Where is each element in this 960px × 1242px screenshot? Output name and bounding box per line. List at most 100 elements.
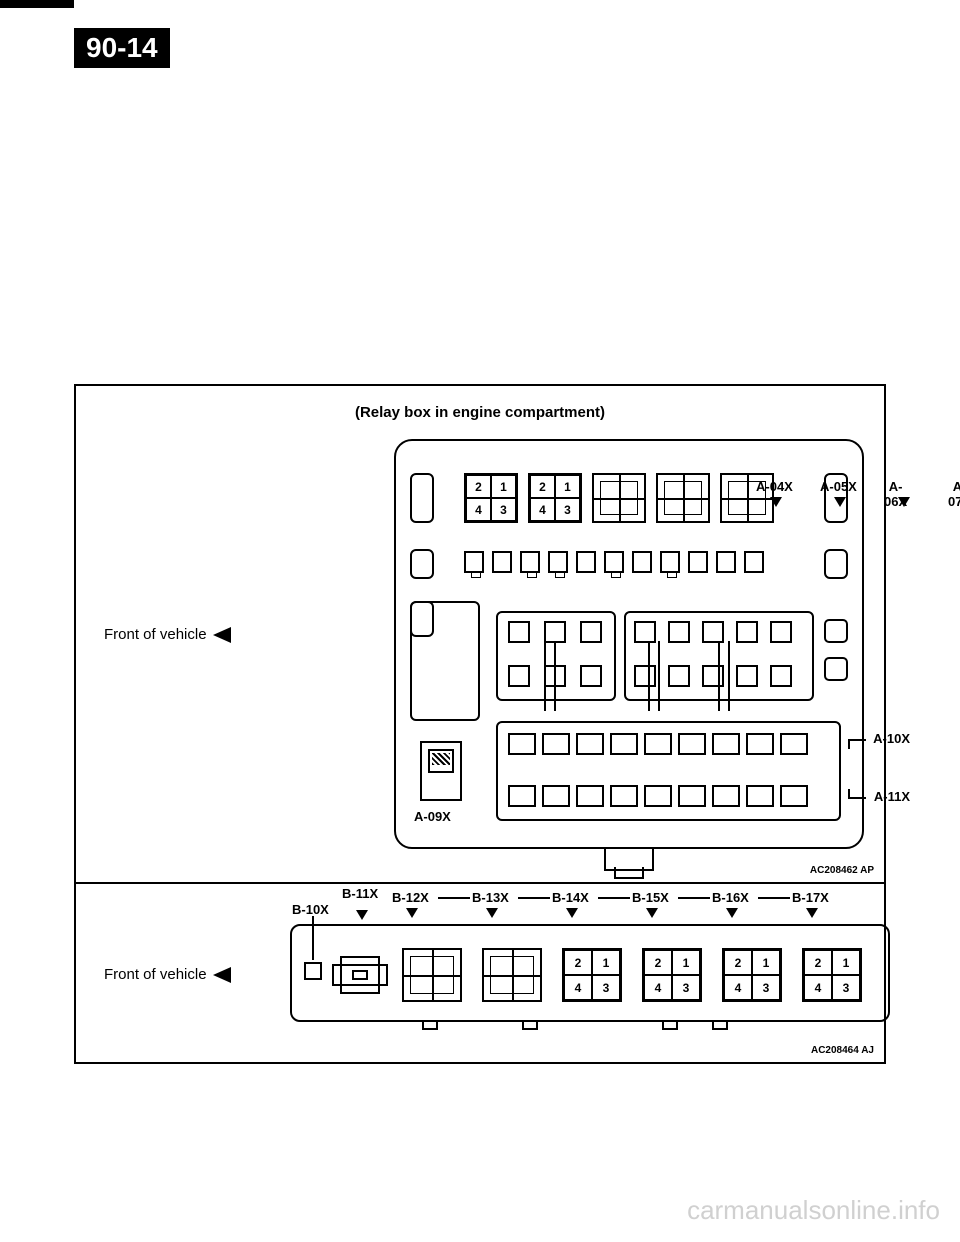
relay-blank xyxy=(656,473,710,523)
fuse xyxy=(520,551,540,573)
relay-pin: 3 xyxy=(555,498,580,521)
relay-numbered: 2143 xyxy=(562,948,622,1002)
left-slot-2 xyxy=(410,549,434,579)
relay-pin: 4 xyxy=(564,975,592,1000)
relay-pin: 4 xyxy=(724,975,752,1000)
slot xyxy=(770,665,792,687)
front-of-vehicle-label: Front of vehicle xyxy=(104,626,231,643)
b11x-connector xyxy=(332,946,388,1004)
a10x-row xyxy=(508,733,808,755)
box-tab xyxy=(422,1022,438,1030)
box-tab xyxy=(712,1022,728,1030)
relay-pin: 4 xyxy=(530,498,555,521)
connector-label: B-17X xyxy=(792,890,829,905)
relay-numbered: 2143 xyxy=(528,473,582,523)
connector-label: B-14X xyxy=(552,890,589,905)
relay-pin: 3 xyxy=(752,975,780,1000)
front-label-text: Front of vehicle xyxy=(104,626,207,643)
relay-pin: 2 xyxy=(530,475,555,498)
label-connector-line xyxy=(438,897,470,899)
triangle-down-icon xyxy=(356,910,368,920)
slot xyxy=(634,665,656,687)
slot xyxy=(634,621,656,643)
slot xyxy=(712,785,740,807)
relay-numbered: 2143 xyxy=(802,948,862,1002)
slot xyxy=(508,665,530,687)
relay-pin: 1 xyxy=(555,475,580,498)
mid-row-2b xyxy=(634,665,792,687)
relay-blank xyxy=(402,948,462,1002)
mid-row-1 xyxy=(508,621,602,643)
a09x-connector xyxy=(420,741,462,801)
relay-numbered: 2143 xyxy=(464,473,518,523)
lower-relay-frame: Front of vehicle B-12XB-13XB-14XB-15XB-1… xyxy=(74,884,886,1064)
fuse xyxy=(660,551,680,573)
slot xyxy=(580,621,602,643)
frame2-relay-row: 2143214321432143 xyxy=(402,948,862,1002)
connector-label: B-12X xyxy=(392,890,429,905)
right-slot-4 xyxy=(824,657,848,681)
triangle-down-icon xyxy=(566,908,578,918)
diagram-area: (Relay box in engine compartment) Front … xyxy=(74,384,886,1064)
a11x-row xyxy=(508,785,808,807)
triangle-down-icon xyxy=(406,908,418,918)
frame1-title: (Relay box in engine compartment) xyxy=(94,404,866,421)
frame2-id: AC208464 AJ xyxy=(811,1045,874,1056)
slot xyxy=(770,621,792,643)
watermark: carmanualsonline.info xyxy=(687,1195,940,1226)
triangle-down-icon xyxy=(898,497,910,507)
slot xyxy=(576,785,604,807)
leader xyxy=(312,916,314,960)
fuse-row-1 xyxy=(464,551,764,573)
relay-pin: 4 xyxy=(644,975,672,1000)
relay-pin: 3 xyxy=(491,498,516,521)
mid-row-1b xyxy=(634,621,792,643)
left-slot-1 xyxy=(410,473,434,523)
fuse xyxy=(604,551,624,573)
relay-pin: 2 xyxy=(466,475,491,498)
relay-numbered: 2143 xyxy=(642,948,702,1002)
slot xyxy=(580,665,602,687)
fuse xyxy=(492,551,512,573)
top-bar xyxy=(0,0,74,8)
box-tab xyxy=(662,1022,678,1030)
relay-box-outline: A-04XA-05XA-06XA-07XA-08X 21432143 xyxy=(394,439,864,849)
fuse xyxy=(576,551,596,573)
a09x-label: A-09X xyxy=(414,809,451,824)
relay-pin: 2 xyxy=(644,950,672,975)
fuse xyxy=(744,551,764,573)
leader xyxy=(850,797,866,799)
right-slot-1 xyxy=(824,473,848,523)
front-of-vehicle-label-2: Front of vehicle xyxy=(104,966,231,983)
slot xyxy=(508,621,530,643)
leader xyxy=(848,789,850,799)
slot xyxy=(508,785,536,807)
slot xyxy=(746,733,774,755)
label-connector-line xyxy=(678,897,710,899)
relay-blank xyxy=(720,473,774,523)
slot xyxy=(668,621,690,643)
triangle-down-icon xyxy=(806,908,818,918)
frame1-id: AC208462 AP xyxy=(810,865,874,876)
slot xyxy=(678,785,706,807)
mid-row-2 xyxy=(508,665,602,687)
triangle-down-icon xyxy=(646,908,658,918)
slot xyxy=(544,665,566,687)
a10x-label: A-10X xyxy=(873,731,910,746)
leader xyxy=(850,739,866,741)
top-relay-row: 21432143 xyxy=(464,473,774,523)
slot xyxy=(746,785,774,807)
fuse xyxy=(688,551,708,573)
small-slot xyxy=(410,601,434,637)
connector-label: B-16X xyxy=(712,890,749,905)
relay-box-frame: (Relay box in engine compartment) Front … xyxy=(74,384,886,884)
fuse xyxy=(464,551,484,573)
slot xyxy=(668,665,690,687)
b11x-label: B-11X xyxy=(342,886,378,901)
relay-pin: 1 xyxy=(752,950,780,975)
relay-pin: 3 xyxy=(592,975,620,1000)
slot xyxy=(644,733,672,755)
fuse xyxy=(548,551,568,573)
relay-pin: 1 xyxy=(832,950,860,975)
page-number: 90-14 xyxy=(74,28,170,68)
